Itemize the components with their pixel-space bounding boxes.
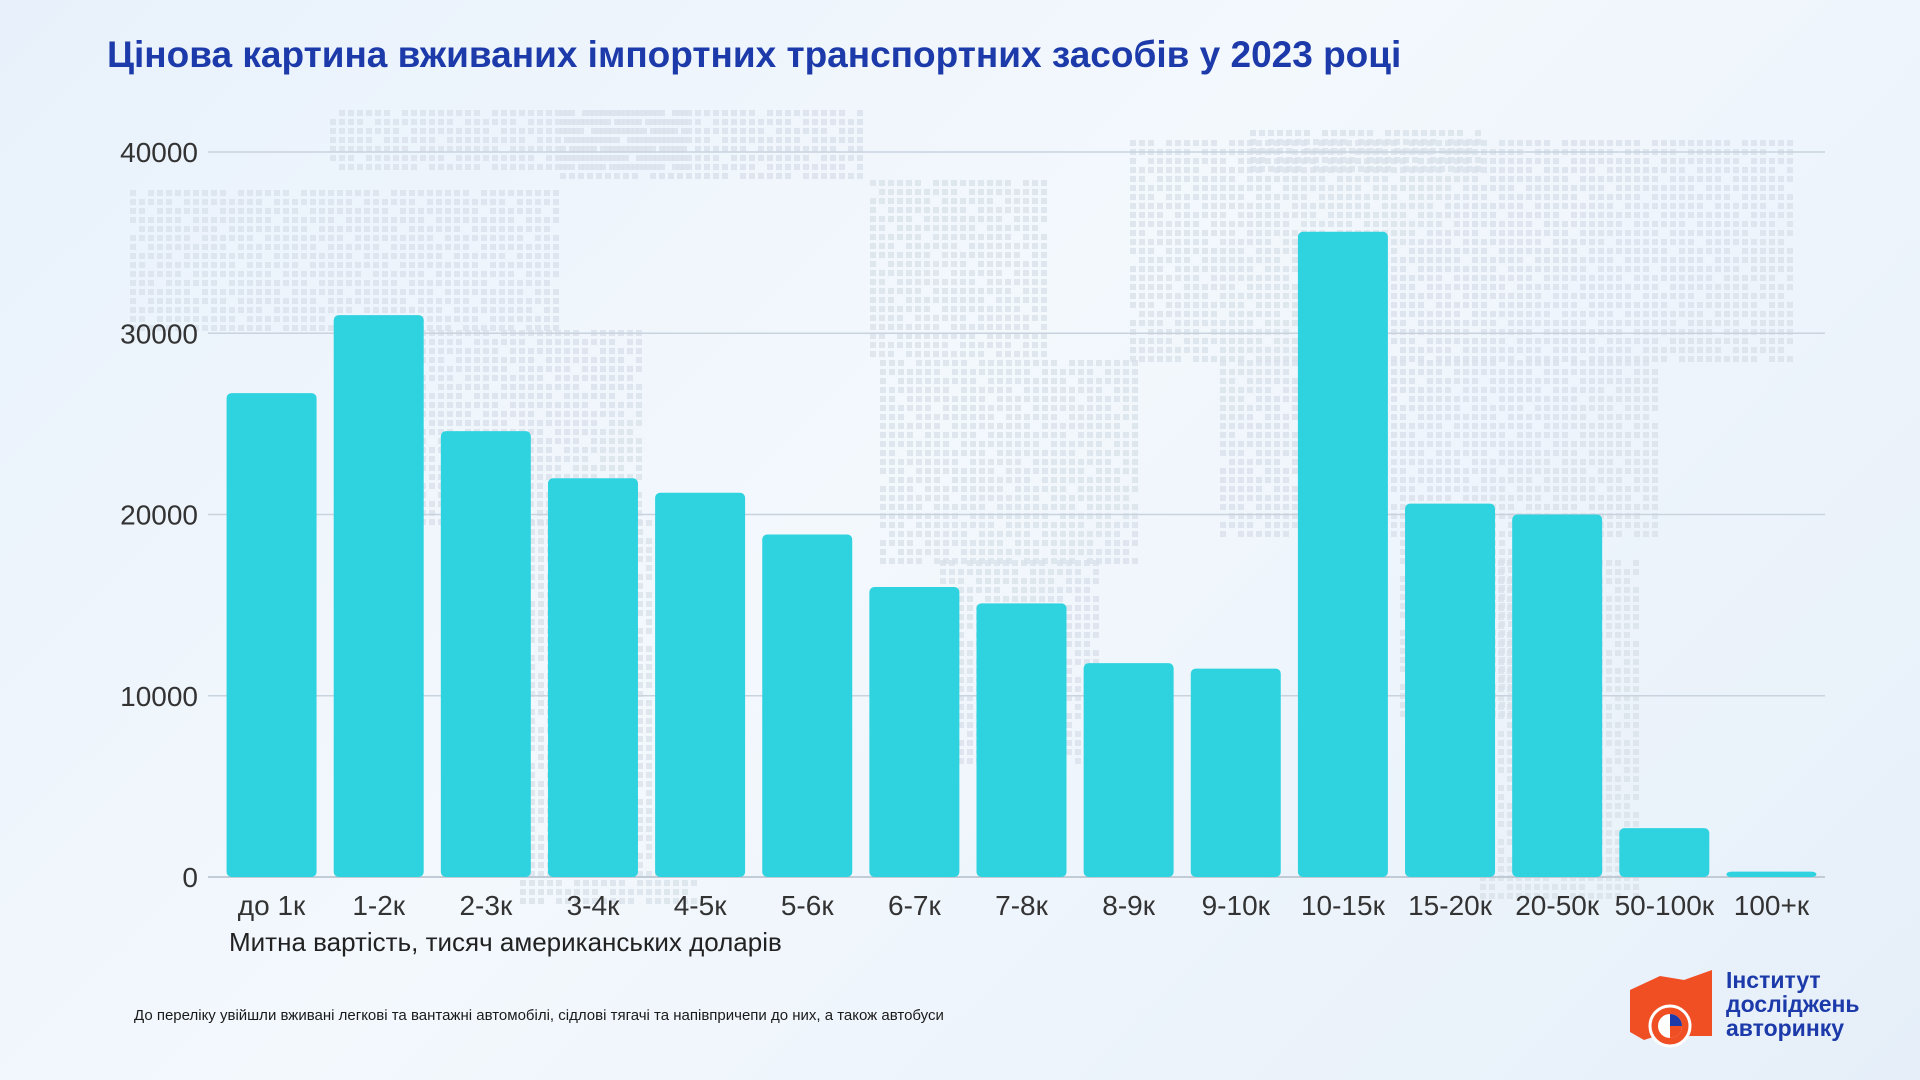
- y-tick-label: 40000: [120, 137, 198, 168]
- x-tick-label: 3-4к: [567, 890, 620, 921]
- bar: [762, 534, 853, 877]
- logo-emblem-icon: [1630, 970, 1712, 1048]
- bar: [1512, 514, 1603, 877]
- bar: [1405, 503, 1496, 877]
- logo-line-3: авторинку: [1726, 1015, 1845, 1041]
- x-tick-label: до 1к: [238, 890, 306, 921]
- bar: [1619, 828, 1710, 877]
- page-title: Цінова картина вживаних імпортних трансп…: [107, 34, 1402, 75]
- x-tick-label: 4-5к: [674, 890, 727, 921]
- x-tick-label: 7-8к: [995, 890, 1048, 921]
- bar: [1190, 668, 1281, 877]
- y-axis-ticks: 0 10000 20000 30000 40000: [120, 137, 198, 893]
- bar: [547, 478, 638, 877]
- footnote: До переліку увійшли вживані легкові та в…: [134, 1007, 944, 1024]
- x-tick-label: 6-7к: [888, 890, 941, 921]
- bar: [976, 603, 1067, 877]
- x-tick-label: 2-3к: [459, 890, 512, 921]
- x-tick-label: 8-9к: [1102, 890, 1155, 921]
- bar: [1726, 871, 1817, 877]
- logo-text: Інститут досліджень авторинку: [1726, 968, 1860, 1040]
- logo-line-1: Інститут: [1726, 967, 1821, 993]
- x-tick-label: 9-10к: [1202, 890, 1271, 921]
- bar: [869, 587, 960, 877]
- bar: [440, 431, 531, 877]
- x-axis-categories: до 1к 1-2к 2-3к 3-4к 4-5к 5-6к 6-7к 7-8к 8-9к 9-1…: [238, 890, 1810, 921]
- bar: [1297, 231, 1388, 877]
- bar: [1083, 663, 1174, 877]
- x-tick-label: 100+к: [1734, 890, 1810, 921]
- bars: [226, 231, 1817, 877]
- x-axis-title: Митна вартість, тисяч американських дола…: [229, 927, 782, 957]
- logo-line-2: досліджень: [1726, 991, 1860, 1017]
- bar: [655, 492, 746, 877]
- x-tick-label: 20-50к: [1515, 890, 1600, 921]
- y-tick-label: 30000: [120, 318, 198, 349]
- y-tick-label: 10000: [120, 681, 198, 712]
- bar: [226, 393, 317, 877]
- y-tick-label: 20000: [120, 500, 198, 531]
- bar: [333, 315, 424, 877]
- x-tick-label: 5-6к: [781, 890, 834, 921]
- x-tick-label: 1-2к: [352, 890, 405, 921]
- x-tick-label: 15-20к: [1408, 890, 1493, 921]
- y-tick-label: 0: [182, 862, 198, 893]
- x-tick-label: 10-15к: [1301, 890, 1386, 921]
- institute-logo: Інститут досліджень авторинку: [1626, 968, 1906, 1048]
- x-tick-label: 50-100к: [1615, 890, 1715, 921]
